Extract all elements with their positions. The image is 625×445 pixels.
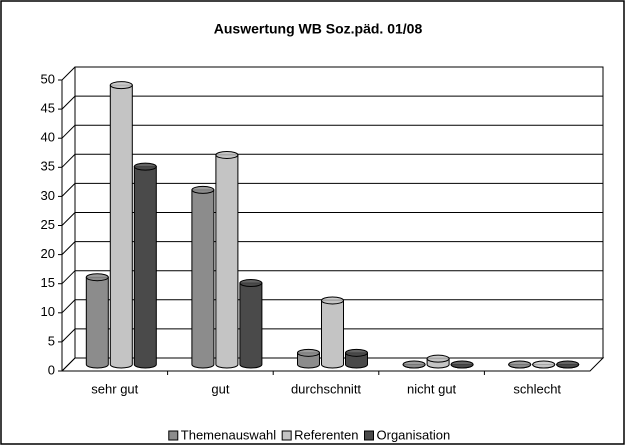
bar-body (191, 189, 215, 369)
bar-body (133, 166, 157, 369)
y-tick-label: 5 (48, 333, 55, 348)
x-tick-label: nicht gut (407, 381, 457, 396)
bar-top (345, 348, 368, 357)
y-tick-label: 45 (41, 101, 55, 116)
bar-top (532, 360, 556, 369)
bar-body (109, 84, 133, 369)
bar-top (109, 81, 133, 90)
y-tick-label: 10 (41, 304, 55, 319)
bar (239, 279, 263, 369)
bar-body (321, 299, 344, 369)
legend-swatch (364, 430, 374, 441)
y-tick-label: 0 (48, 362, 55, 377)
x-tick-label: sehr gut (91, 381, 138, 396)
x-tick-label: durchschnitt (291, 381, 361, 396)
bar-top (191, 185, 215, 194)
grid-line (61, 328, 603, 343)
bar-top (321, 296, 344, 305)
bar-top (556, 360, 580, 369)
x-tick-label: schlecht (513, 381, 561, 396)
bar-body (215, 154, 239, 369)
bar-body (297, 352, 320, 369)
bar-top (297, 348, 320, 357)
grid-line (61, 66, 603, 81)
y-tick-label: 30 (41, 188, 55, 203)
grid-line (61, 95, 603, 110)
grid-line (61, 212, 603, 226)
bar-body (345, 352, 368, 369)
bar (133, 162, 157, 369)
y-tick-label: 20 (41, 246, 55, 261)
bar-top (239, 279, 263, 288)
grid-line (61, 124, 603, 139)
chart-title: Auswertung WB Soz.päd. 01/08 (214, 21, 423, 37)
bar (297, 348, 320, 369)
legend-swatch (168, 430, 179, 441)
bar-body (85, 276, 109, 369)
legend-label: Organisation (377, 427, 451, 442)
bar (402, 360, 426, 369)
bar (508, 360, 532, 369)
bar-top (450, 360, 474, 369)
bar (215, 150, 239, 369)
bar (532, 360, 556, 369)
x-tick-label: gut (211, 381, 229, 396)
y-tick-label: 25 (41, 217, 55, 232)
bar-top (402, 360, 426, 369)
bar (109, 81, 133, 369)
y-tick-label: 15 (41, 275, 55, 290)
legend-label: Referenten (294, 427, 358, 442)
legend: Themenauswahl Referenten Organisation (168, 427, 451, 442)
bar (345, 348, 368, 369)
bar (191, 185, 215, 369)
bar-top (133, 162, 157, 171)
bar (450, 360, 474, 369)
bar (556, 360, 580, 369)
legend-label: Themenauswahl (181, 427, 276, 442)
y-tick-label: 50 (41, 71, 55, 86)
bar-top (215, 150, 239, 159)
bar-top (426, 354, 450, 363)
bar (85, 273, 109, 369)
bar-top (85, 273, 109, 282)
grid-line (61, 241, 603, 255)
grid-line (61, 299, 603, 314)
y-tick-label: 35 (41, 159, 55, 174)
grid-line (61, 153, 603, 168)
grid-line (61, 182, 603, 197)
bar (426, 354, 450, 369)
bar-body (239, 282, 263, 369)
legend-swatch (281, 430, 292, 441)
grid-line (61, 270, 603, 285)
bar-top (508, 360, 532, 369)
bar (321, 296, 344, 369)
y-tick-label: 40 (41, 130, 55, 145)
